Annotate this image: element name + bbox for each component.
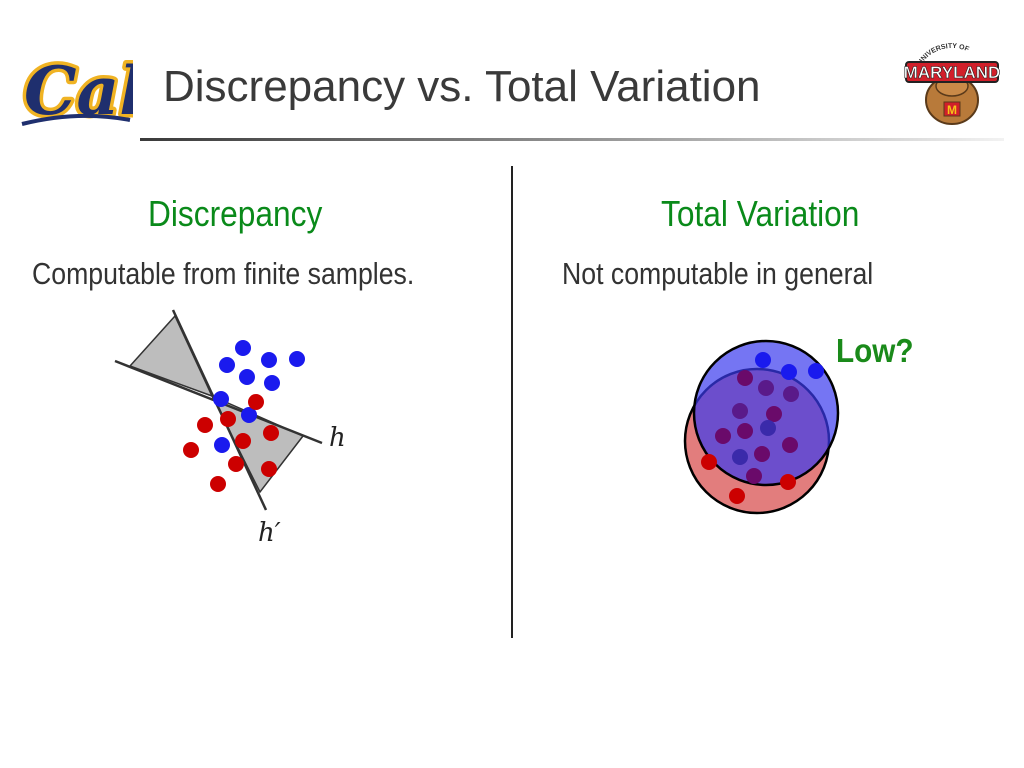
red-point bbox=[263, 425, 279, 441]
label-h: h bbox=[329, 423, 346, 453]
tv-overlap-point bbox=[758, 380, 774, 396]
blue-point bbox=[214, 437, 230, 453]
blue-point bbox=[235, 340, 251, 356]
label-h-prime: h′ bbox=[258, 518, 281, 548]
tv-overlap-points bbox=[715, 370, 799, 484]
tv-overlap-point bbox=[732, 449, 748, 465]
tv-red-point bbox=[780, 474, 796, 490]
blue-sample-points bbox=[213, 340, 305, 453]
red-point bbox=[248, 394, 264, 410]
tv-blue-points bbox=[755, 352, 824, 380]
discrepancy-diagram: h h′ bbox=[114, 309, 346, 548]
red-point bbox=[261, 461, 277, 477]
tv-blue-point bbox=[781, 364, 797, 380]
red-sample-points bbox=[183, 394, 279, 492]
tv-overlap-point bbox=[766, 406, 782, 422]
total-variation-diagram bbox=[683, 339, 840, 515]
red-point bbox=[228, 456, 244, 472]
tv-overlap-point bbox=[754, 446, 770, 462]
discrepancy-description: Computable from finite samples. bbox=[32, 256, 415, 291]
cal-logo: Cal Cal bbox=[21, 49, 134, 134]
blue-point bbox=[289, 351, 305, 367]
slide-title: Discrepancy vs. Total Variation bbox=[163, 62, 761, 111]
terrapin-mascot-icon: M bbox=[925, 75, 979, 125]
svg-text:Cal: Cal bbox=[24, 52, 133, 130]
blue-distribution-circle bbox=[692, 339, 840, 487]
total-variation-description: Not computable in general bbox=[562, 256, 874, 291]
red-point bbox=[183, 442, 199, 458]
low-annotation: Low? bbox=[836, 332, 914, 369]
red-point bbox=[197, 417, 213, 433]
blue-point bbox=[239, 369, 255, 385]
tv-overlap-point bbox=[715, 428, 731, 444]
blue-point bbox=[219, 357, 235, 373]
column-divider bbox=[511, 166, 513, 638]
tv-red-points bbox=[701, 454, 796, 504]
tv-blue-point bbox=[755, 352, 771, 368]
red-point bbox=[235, 433, 251, 449]
red-point bbox=[220, 411, 236, 427]
tv-overlap-point bbox=[783, 386, 799, 402]
tv-overlap-point bbox=[737, 370, 753, 386]
blue-point bbox=[264, 375, 280, 391]
total-variation-heading: Total Variation bbox=[661, 193, 860, 234]
blue-point bbox=[213, 391, 229, 407]
blue-point bbox=[261, 352, 277, 368]
svg-text:M: M bbox=[947, 103, 957, 117]
tv-overlap-point bbox=[737, 423, 753, 439]
tv-red-point bbox=[729, 488, 745, 504]
discrepancy-heading: Discrepancy bbox=[148, 193, 323, 234]
red-point bbox=[210, 476, 226, 492]
tv-overlap-point bbox=[732, 403, 748, 419]
cal-logo-script: Cal Cal bbox=[21, 49, 134, 134]
maryland-logo: UNIVERSITY OF M MARYLAND bbox=[903, 43, 1001, 125]
tv-red-point bbox=[701, 454, 717, 470]
tv-overlap-point bbox=[782, 437, 798, 453]
blue-point bbox=[241, 407, 257, 423]
svg-text:MARYLAND: MARYLAND bbox=[904, 63, 1001, 82]
tv-overlap-point bbox=[760, 420, 776, 436]
tv-blue-point bbox=[808, 363, 824, 379]
hypothesis-h-prime-line bbox=[171, 309, 268, 511]
tv-overlap-point bbox=[746, 468, 762, 484]
title-rule bbox=[140, 138, 1004, 141]
